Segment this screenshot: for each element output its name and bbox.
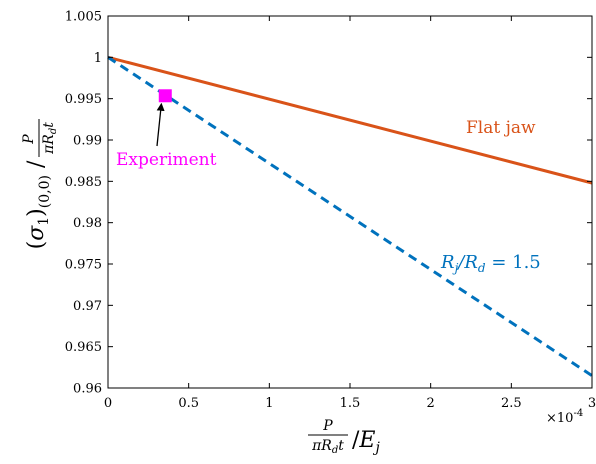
y-tick-label: 0.97 xyxy=(73,299,102,314)
svg-text:P: P xyxy=(322,418,333,434)
y-tick-label: 0.975 xyxy=(65,258,102,273)
y-tick-label: 1 xyxy=(94,51,102,66)
svg-text:P: P xyxy=(21,134,37,145)
x-tick-label: 3 xyxy=(588,396,596,411)
y-tick-label: 0.99 xyxy=(73,134,102,149)
y-tick-label: 0.965 xyxy=(65,340,102,355)
ratio-series-line xyxy=(107,56,593,377)
experiment-arrow xyxy=(156,102,165,147)
svg-text:πRdt: πRdt xyxy=(41,122,59,155)
svg-text:(σ1)(0,0) /: (σ1)(0,0) / xyxy=(24,160,53,249)
series-layer xyxy=(107,55,593,377)
x-tick-label: 2.5 xyxy=(501,396,522,411)
y-tick-label: 1.005 xyxy=(65,10,102,25)
y-tick-label: 0.96 xyxy=(73,382,102,397)
x-axis-ticks: 0 0.5 1 1.5 2 2.5 3 xyxy=(104,16,596,411)
x-axis-label: P πRdt /Ej xyxy=(308,418,380,456)
x-tick-label: 0 xyxy=(104,396,112,411)
y-tick-label: 0.995 xyxy=(65,92,102,107)
y-axis-label: (σ1)(0,0) / P πRdt xyxy=(21,119,59,249)
plot-area xyxy=(108,16,592,388)
y-tick-label: 0.98 xyxy=(73,216,102,231)
x-tick-label: 1.5 xyxy=(340,396,361,411)
y-tick-label: 0.985 xyxy=(65,175,102,190)
svg-text:/Ej: /Ej xyxy=(352,428,380,456)
flat-jaw-label: Flat jaw xyxy=(466,118,536,138)
flat-jaw-series-line xyxy=(107,55,593,185)
experiment-marker xyxy=(158,89,172,103)
svg-text:πRdt: πRdt xyxy=(311,438,344,456)
x-tick-label: 2 xyxy=(427,396,435,411)
x-multiplier-exponent: -4 xyxy=(573,408,583,419)
ratio-label: Rj/Rd = 1.5 xyxy=(440,252,541,275)
x-multiplier: ×10-4 xyxy=(546,408,583,426)
x-tick-label: 1 xyxy=(265,396,273,411)
y-axis-ticks: 0.96 0.965 0.97 0.975 0.98 0.985 0.99 0.995 1 1.0… xyxy=(65,10,592,397)
experiment-label: Experiment xyxy=(116,150,217,170)
x-tick-label: 0.5 xyxy=(178,396,199,411)
